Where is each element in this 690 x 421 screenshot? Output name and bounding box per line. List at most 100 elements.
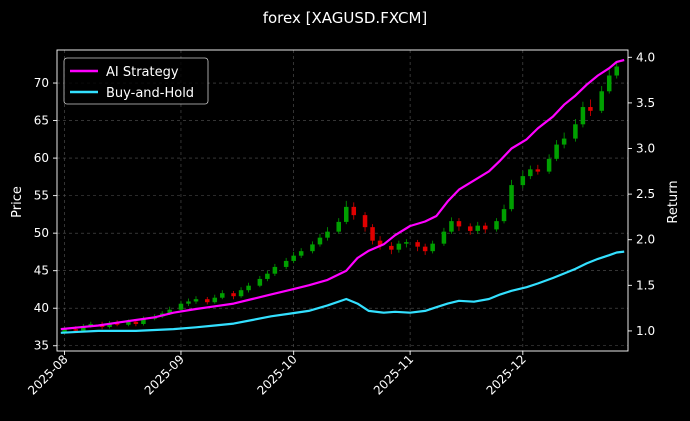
candle-body: [535, 169, 541, 172]
candle-body: [212, 297, 218, 303]
candlestick: [573, 119, 578, 142]
candlestick: [317, 233, 323, 247]
candle-body: [298, 251, 304, 256]
candlestick: [220, 290, 225, 300]
legend: AI Strategy Buy-and-Hold: [63, 57, 209, 105]
candle-body: [246, 285, 251, 291]
candlestick: [415, 239, 420, 252]
candle-body: [220, 293, 225, 298]
candlestick: [272, 263, 278, 276]
candle-body: [141, 318, 146, 324]
candle-body: [614, 66, 619, 76]
candlestick: [467, 223, 473, 235]
candle-body: [520, 176, 526, 186]
candle-body: [336, 221, 341, 232]
candlestick: [509, 179, 514, 212]
candlestick: [205, 296, 210, 305]
candle-body: [126, 321, 131, 325]
candlestick: [456, 218, 462, 231]
candlestick: [599, 86, 604, 114]
candlestick: [606, 69, 612, 94]
candlestick: [370, 224, 375, 245]
candlestick: [257, 275, 263, 288]
candle-body: [546, 158, 552, 172]
y-right-tick-label: 4.0: [636, 50, 655, 64]
candle-body: [606, 75, 612, 92]
candle-body: [231, 293, 236, 297]
candle-body: [588, 107, 593, 111]
candlestick: [535, 164, 541, 175]
candle-body: [467, 226, 473, 231]
candlestick: [475, 221, 480, 234]
candle-body: [283, 260, 289, 267]
candlestick: [554, 140, 559, 162]
candlestick: [588, 99, 593, 117]
candle-body: [509, 185, 514, 210]
candlestick: [561, 132, 567, 149]
candle-body: [422, 246, 428, 252]
candle-body: [501, 209, 507, 222]
candle-body: [205, 299, 210, 303]
candlestick: [298, 248, 304, 258]
legend-label: AI Strategy: [106, 65, 179, 80]
candle-body: [167, 309, 172, 314]
candle-body: [561, 138, 567, 145]
candlestick: [396, 240, 402, 253]
candle-body: [554, 144, 559, 159]
candlestick: [291, 251, 296, 264]
candle-body: [272, 266, 278, 274]
candle-body: [344, 206, 349, 222]
candle-body: [257, 278, 263, 286]
y-left-tick-label: 60: [34, 151, 49, 165]
y-left-tick-label: 65: [34, 114, 49, 128]
candlestick: [377, 236, 383, 250]
y-left-tick-label: 40: [34, 301, 49, 315]
candle-body: [456, 221, 462, 227]
candlestick: [501, 204, 507, 224]
candle-body: [573, 124, 578, 139]
legend-box: [63, 57, 209, 105]
candlestick: [494, 218, 499, 232]
y-axis-right-title: Return: [666, 180, 681, 223]
candle-body: [494, 221, 499, 230]
candle-body: [599, 91, 604, 111]
candle-body: [404, 242, 409, 244]
series-line-buy-and-hold: [60, 250, 625, 334]
candle-body: [238, 290, 244, 297]
candlestick: [193, 296, 199, 304]
legend-label: Buy-and-Hold: [106, 86, 194, 101]
candle-body: [317, 237, 323, 245]
candle-body: [73, 329, 79, 331]
y-left-tick-label: 35: [34, 339, 49, 353]
candle-body: [430, 243, 435, 252]
candlestick: [133, 320, 139, 327]
candle-body: [475, 225, 480, 231]
candlestick: [310, 241, 315, 254]
candle-body: [415, 242, 420, 247]
y-left-tick-label: 55: [34, 189, 49, 203]
plot-frame: [56, 49, 629, 352]
candle-body: [528, 169, 533, 177]
candle-body: [482, 225, 488, 230]
candle-body: [178, 303, 184, 310]
candle-body: [325, 231, 330, 238]
candle-body: [88, 323, 94, 327]
y-axis-left-title: Price: [10, 186, 25, 218]
candlestick: [325, 227, 330, 241]
candlestick: [449, 217, 454, 234]
y-left-tick-label: 50: [34, 226, 49, 240]
candle-body: [265, 273, 270, 279]
candle-body: [351, 206, 357, 216]
y-right-tick-label: 1.5: [636, 278, 655, 292]
candle-body: [291, 255, 296, 261]
candlestick: [422, 243, 428, 255]
y-left-tick-label: 45: [34, 264, 49, 278]
candle-body: [114, 323, 120, 325]
candle-body: [362, 215, 368, 228]
y-left-tick-label: 70: [34, 76, 49, 90]
candlestick: [482, 222, 488, 234]
candlestick: [178, 300, 184, 312]
candle-body: [81, 326, 86, 331]
